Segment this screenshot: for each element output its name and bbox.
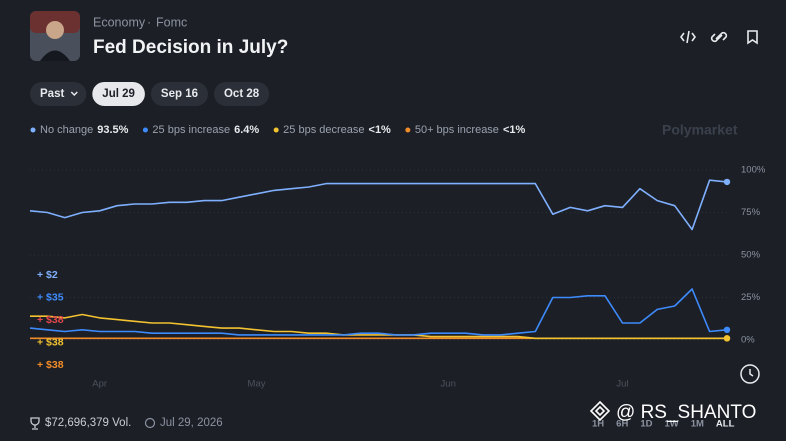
volume: $72,696,379 Vol. (45, 417, 131, 429)
legend-name: No change (40, 124, 93, 136)
legend-odds: 93.5% (97, 124, 128, 136)
series-line (29, 288, 728, 336)
legend-dot (405, 127, 411, 133)
legend-name: 50+ bps increase (415, 124, 499, 136)
tab[interactable] (92, 82, 145, 106)
tab[interactable] (213, 82, 270, 106)
date-icon (144, 417, 156, 429)
avatar-suit (40, 50, 70, 61)
x-tick-label: Jul (616, 379, 628, 390)
y-tick-label: 50% (741, 250, 761, 261)
legend-name: 25 bps increase (152, 124, 230, 136)
range-button[interactable]: 1D (640, 419, 652, 430)
breadcrumb-separator: · (147, 15, 151, 29)
legend-dot (142, 127, 148, 133)
tab[interactable] (150, 82, 208, 106)
trade-tag: + $38 (37, 336, 64, 348)
tab-label: Oct 28 (224, 88, 260, 100)
breadcrumb[interactable]: Fomc (156, 15, 187, 29)
embed-icon[interactable] (680, 30, 696, 44)
range-button[interactable]: 1W (664, 419, 678, 430)
series-end-dot (723, 326, 731, 333)
dropdown-chevron (70, 91, 78, 97)
legend-dot (30, 127, 36, 133)
legend-odds: <1% (369, 124, 392, 136)
series-line (30, 313, 727, 340)
brand-watermark: Polymarket (662, 122, 738, 138)
breadcrumb[interactable]: Economy (93, 15, 146, 29)
history-icon (749, 369, 754, 377)
bookmark-icon[interactable] (747, 30, 758, 45)
x-tick-label: Apr (92, 379, 107, 390)
legend-odds: <1% (503, 124, 526, 136)
link-icon[interactable] (710, 31, 728, 43)
history-button[interactable] (740, 364, 760, 384)
range-button[interactable]: 6H (616, 419, 628, 430)
series-end-dot (723, 335, 731, 342)
series-line (29, 179, 728, 231)
avatar-face (46, 21, 64, 39)
header-icons (680, 30, 758, 45)
range-button[interactable]: 1M (691, 419, 704, 430)
y-tick-label: 100% (741, 165, 766, 176)
range-button[interactable]: ALL (716, 419, 735, 430)
end-date: Jul 29, 2026 (160, 417, 223, 429)
tab-label: Jul 29 (102, 88, 135, 100)
y-tick-label: 0% (741, 335, 755, 346)
trade-tag: + $38 (37, 359, 64, 371)
trade-tag: + $35 (37, 291, 64, 303)
watermark-logo (589, 400, 611, 422)
legend-odds: 6.4% (234, 124, 259, 136)
market-title: Fed Decision in July? (93, 37, 288, 58)
legend-name: 25 bps decrease (283, 124, 364, 136)
watermark: @ RS_SHANTO (616, 402, 756, 423)
trade-tag: + $38 (37, 314, 64, 326)
x-tick-label: May (248, 379, 266, 390)
tab-label: Past (40, 88, 64, 100)
trophy-icon (30, 417, 40, 430)
range-button[interactable]: 1H (592, 419, 604, 430)
legend-dot (273, 127, 279, 133)
tab-label: Sep 16 (161, 88, 198, 100)
y-tick-label: 75% (741, 207, 761, 218)
y-tick-label: 25% (741, 292, 761, 303)
tab[interactable] (30, 82, 87, 106)
trade-tag: + $2 (37, 269, 58, 281)
series-end-dot (723, 178, 731, 186)
x-tick-label: Jun (441, 379, 456, 390)
